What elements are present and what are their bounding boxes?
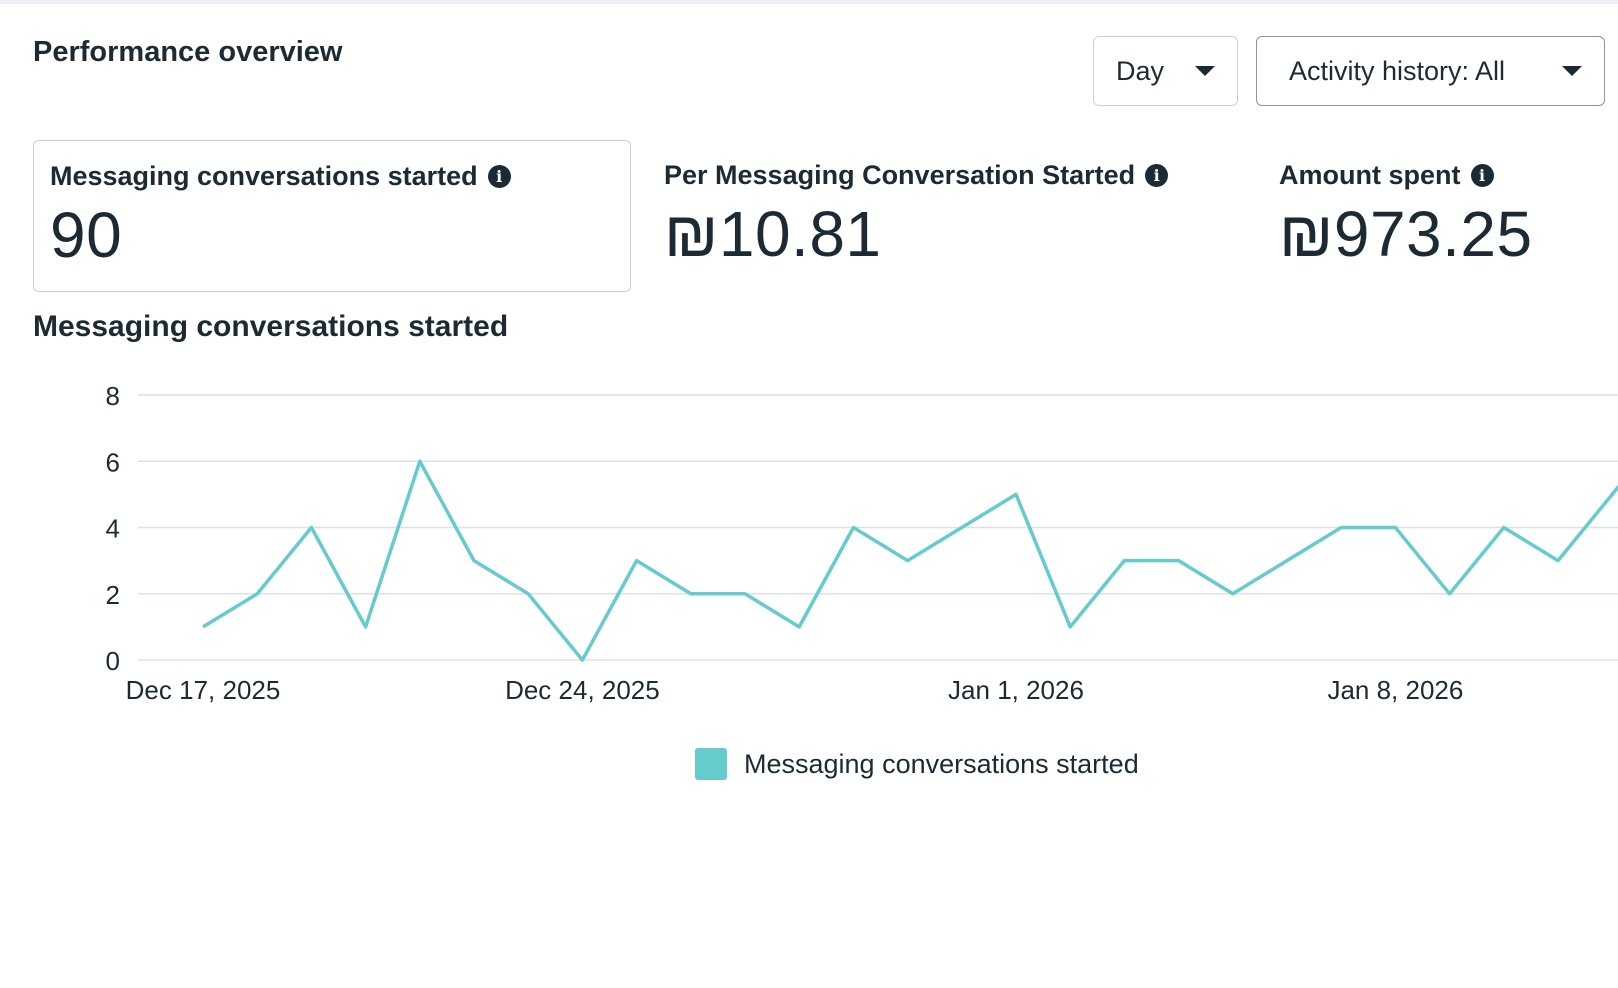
info-icon[interactable]: i [487, 165, 511, 188]
y-tick-label: 4 [106, 514, 120, 544]
info-icon[interactable]: i [1145, 164, 1169, 187]
x-tick-label: Dec 17, 2025 [126, 675, 281, 705]
metric-label-row: Messaging conversations started i [50, 161, 614, 192]
x-tick-label: Jan 8, 2026 [1327, 675, 1463, 705]
metric-card-amount-spent[interactable]: Amount spent i ₪973.25 [1263, 140, 1603, 292]
chart-title: Messaging conversations started [33, 310, 509, 343]
y-tick-label: 2 [106, 580, 120, 610]
granularity-dropdown[interactable]: Day [1093, 36, 1238, 106]
caret-down-icon [1195, 66, 1215, 76]
info-icon[interactable]: i [1470, 164, 1494, 187]
metric-value: ₪973.25 [1279, 198, 1533, 270]
metric-label: Messaging conversations started [50, 161, 478, 191]
legend-swatch [695, 748, 727, 780]
page-title: Performance overview [33, 36, 343, 68]
legend-label: Messaging conversations started [744, 748, 1139, 779]
chart-legend[interactable]: Messaging conversations started [695, 748, 1139, 780]
metric-label-row: Per Messaging Conversation Started i [664, 160, 1192, 191]
metric-label: Per Messaging Conversation Started [664, 160, 1136, 190]
activity-history-dropdown-label: Activity history: All [1289, 55, 1506, 86]
granularity-dropdown-label: Day [1116, 55, 1165, 86]
y-tick-label: 0 [106, 646, 120, 676]
metric-value: 90 [50, 199, 123, 271]
x-tick-label: Dec 24, 2025 [505, 675, 660, 705]
top-border [0, 0, 1618, 4]
series-line [202, 459, 1618, 662]
metric-card-messaging-conversations[interactable]: Messaging conversations started i 90 [33, 140, 631, 292]
metric-card-cost-per-conversation[interactable]: Per Messaging Conversation Started i ₪10… [648, 140, 1208, 292]
metric-label-row: Amount spent i [1279, 160, 1587, 191]
metric-value: ₪10.81 [664, 198, 882, 270]
y-tick-label: 6 [106, 447, 120, 477]
x-tick-label: Jan 1, 2026 [948, 675, 1084, 705]
y-tick-label: 8 [106, 381, 120, 411]
caret-down-icon [1562, 66, 1582, 76]
metric-label: Amount spent [1279, 160, 1461, 190]
line-chart: 0 2 4 6 8 Dec 17, 2025 Dec 24, 2025 Jan 1, 2026… [106, 381, 1618, 705]
activity-history-dropdown[interactable]: Activity history: All [1256, 36, 1605, 106]
